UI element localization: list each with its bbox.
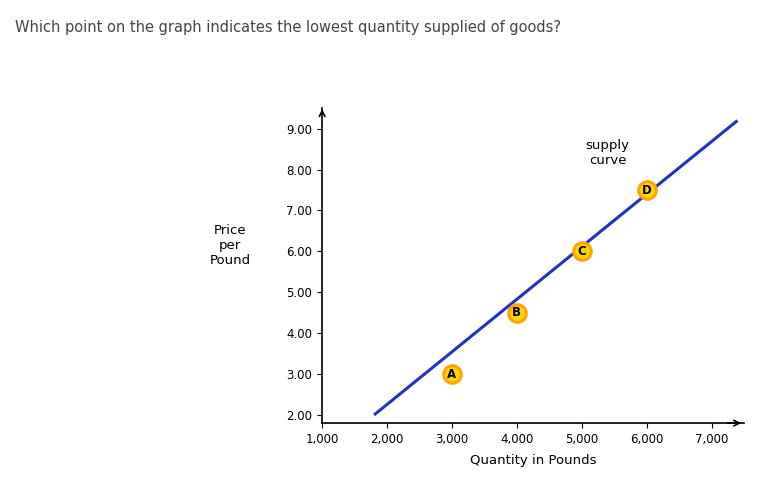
Text: D: D [642,184,651,196]
Text: supply
curve: supply curve [586,139,630,167]
Point [640,186,653,194]
Point [511,309,523,317]
Text: Which point on the graph indicates the lowest quantity supplied of goods?: Which point on the graph indicates the l… [15,20,561,34]
Text: Price
per
Pound: Price per Pound [209,224,251,268]
Text: A: A [447,368,456,380]
Text: C: C [578,245,586,258]
Point [446,370,458,378]
X-axis label: Quantity in Pounds: Quantity in Pounds [470,454,596,467]
Point [575,247,588,255]
Text: B: B [512,306,522,319]
